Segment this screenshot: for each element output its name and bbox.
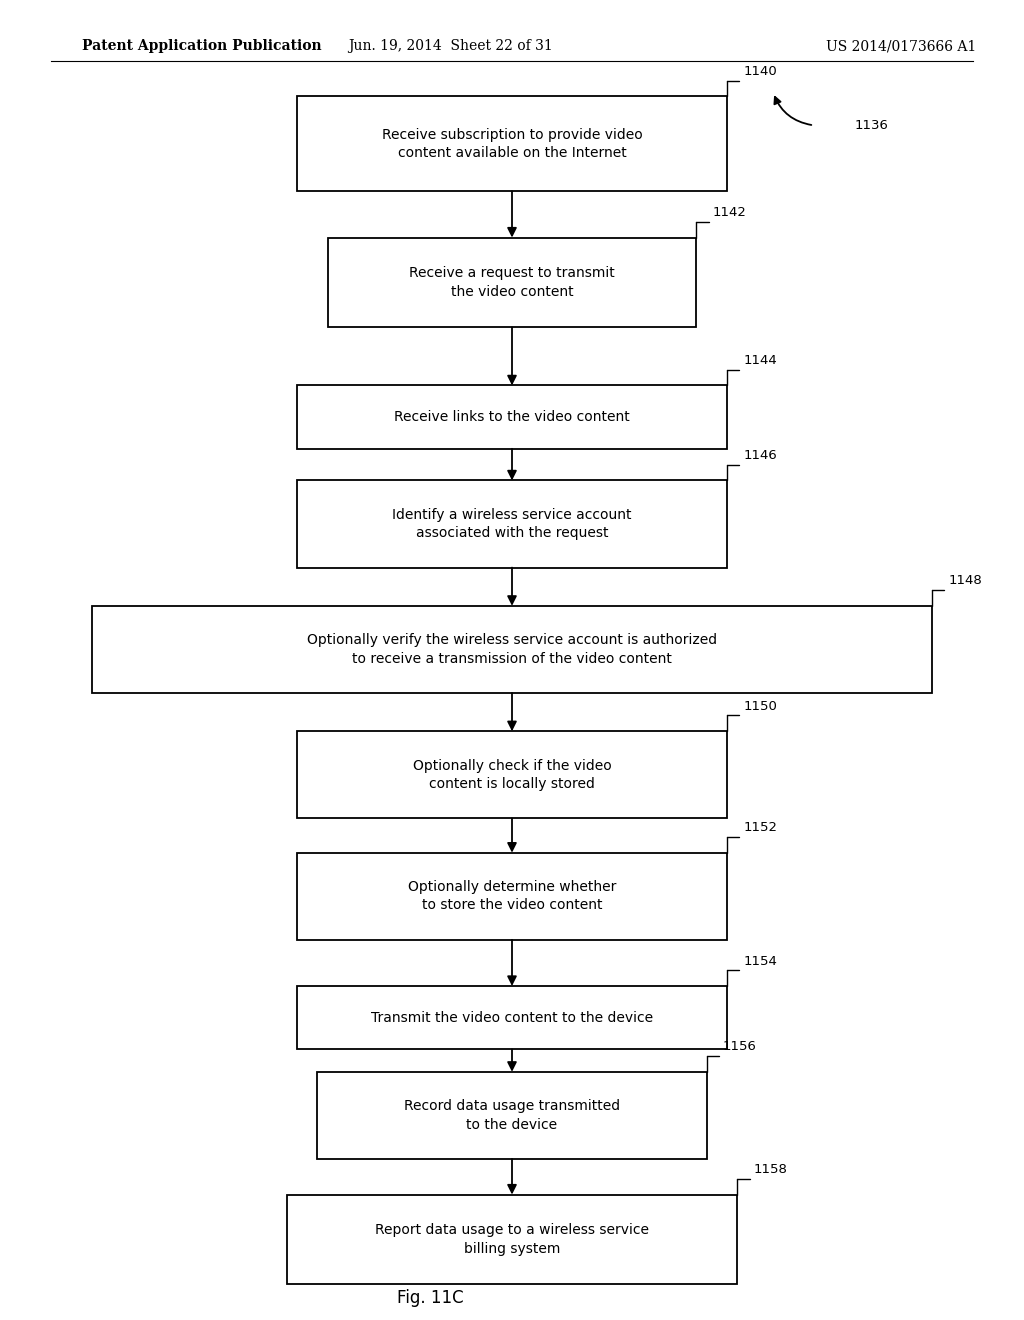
Text: Patent Application Publication: Patent Application Publication: [82, 40, 322, 53]
Text: 1150: 1150: [743, 700, 777, 713]
Text: Optionally check if the video
content is locally stored: Optionally check if the video content is…: [413, 759, 611, 791]
Text: Receive subscription to provide video
content available on the Internet: Receive subscription to provide video co…: [382, 128, 642, 160]
Text: Fig. 11C: Fig. 11C: [396, 1288, 464, 1307]
Text: Receive a request to transmit
the video content: Receive a request to transmit the video …: [410, 267, 614, 298]
Text: US 2014/0173666 A1: US 2014/0173666 A1: [826, 40, 976, 53]
Text: Jun. 19, 2014  Sheet 22 of 31: Jun. 19, 2014 Sheet 22 of 31: [348, 40, 553, 53]
FancyBboxPatch shape: [297, 986, 727, 1049]
FancyBboxPatch shape: [297, 853, 727, 940]
Text: 1156: 1156: [723, 1040, 757, 1053]
Text: 1136: 1136: [855, 119, 889, 132]
FancyBboxPatch shape: [92, 606, 932, 693]
Text: 1140: 1140: [743, 65, 777, 78]
FancyBboxPatch shape: [287, 1195, 737, 1284]
Text: Optionally determine whether
to store the video content: Optionally determine whether to store th…: [408, 880, 616, 912]
Text: 1154: 1154: [743, 954, 777, 968]
Text: Identify a wireless service account
associated with the request: Identify a wireless service account asso…: [392, 508, 632, 540]
Text: 1152: 1152: [743, 821, 777, 834]
Text: Transmit the video content to the device: Transmit the video content to the device: [371, 1011, 653, 1024]
FancyBboxPatch shape: [328, 238, 696, 327]
Text: 1142: 1142: [713, 206, 746, 219]
Text: Receive links to the video content: Receive links to the video content: [394, 411, 630, 424]
Text: 1146: 1146: [743, 449, 777, 462]
Text: 1148: 1148: [948, 574, 982, 587]
Text: Report data usage to a wireless service
billing system: Report data usage to a wireless service …: [375, 1224, 649, 1255]
FancyBboxPatch shape: [297, 480, 727, 568]
FancyBboxPatch shape: [297, 385, 727, 449]
Text: 1144: 1144: [743, 354, 777, 367]
FancyBboxPatch shape: [297, 731, 727, 818]
FancyBboxPatch shape: [297, 96, 727, 191]
Text: Optionally verify the wireless service account is authorized
to receive a transm: Optionally verify the wireless service a…: [307, 634, 717, 665]
FancyBboxPatch shape: [317, 1072, 707, 1159]
Text: Record data usage transmitted
to the device: Record data usage transmitted to the dev…: [403, 1100, 621, 1131]
Text: 1158: 1158: [754, 1163, 787, 1176]
